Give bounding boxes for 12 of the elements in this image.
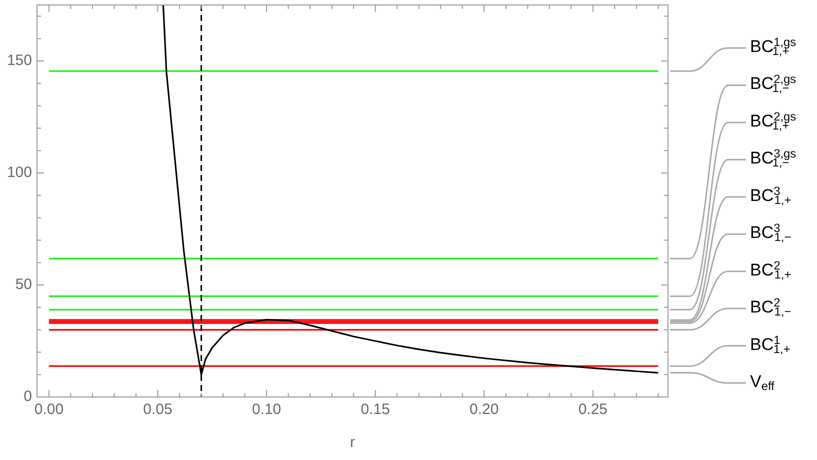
x-tick-label: 0.20 <box>470 401 499 418</box>
text: V$_{eff}$ <box>750 372 776 393</box>
y-tick-label: 150 <box>6 52 32 69</box>
x-axis-title: r <box>350 434 355 451</box>
x-tick-label: 0.05 <box>143 401 172 418</box>
y-tick-label: 50 <box>15 276 32 293</box>
y-tick-label: 0 <box>24 388 32 405</box>
x-tick-label: 0.10 <box>252 401 282 418</box>
y-tick-label: 100 <box>6 164 32 181</box>
x-tick-label: 0.25 <box>578 401 608 418</box>
x-tick-label: 0.00 <box>34 401 64 418</box>
x-tick-label: 0.15 <box>360 401 390 418</box>
